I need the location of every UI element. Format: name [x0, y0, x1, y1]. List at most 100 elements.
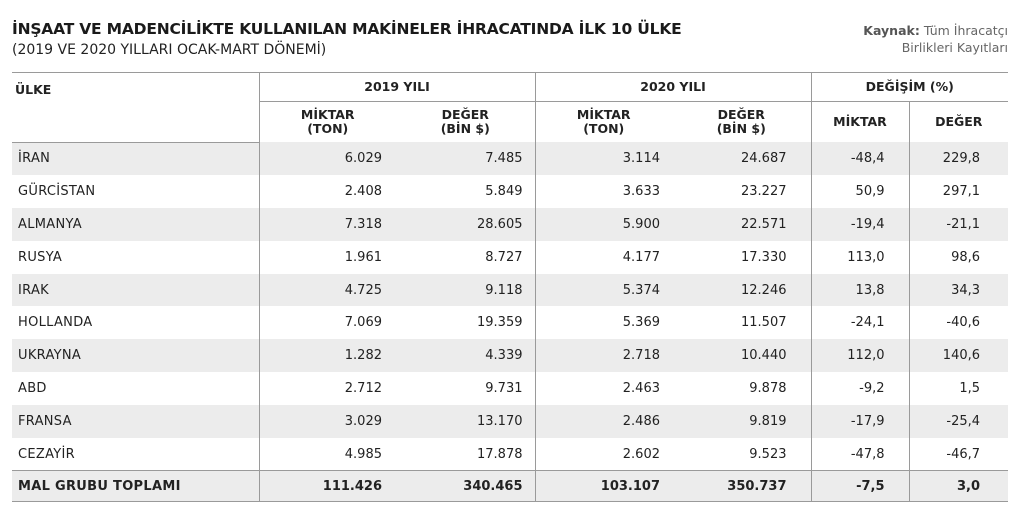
source-line-2: Birlikleri Kayıtları	[901, 40, 1008, 55]
deger-2020-cell: 9.523	[672, 437, 811, 471]
table-row: UKRAYNA 1.282 4.339 2.718 10.440 112,0 140,6	[12, 339, 1009, 373]
miktar-2019-cell: 1.961	[258, 240, 396, 274]
change-deger-cell: 1,5	[908, 372, 1009, 405]
country-cell: FRANSA	[12, 404, 259, 438]
country-cell: RUSYA	[12, 240, 259, 274]
header-line: (BİN $)	[716, 121, 766, 136]
miktar-2019-cell: 3.029	[258, 404, 396, 438]
table-row: HOLLANDA 7.069 19.359 5.369 11.507 -24,1 -40,6	[12, 306, 1009, 340]
change-deger-cell: -25,4	[908, 404, 1009, 438]
change-miktar-cell: 112,0	[810, 339, 909, 373]
header-line: (BİN $)	[440, 121, 490, 136]
country-cell: UKRAYNA	[12, 339, 259, 373]
deger-2019-cell: 17.878	[396, 437, 535, 471]
table-row: İRAN 6.029 7.485 3.114 24.687 -48,4 229,8	[12, 142, 1009, 176]
page-title: İNŞAAT VE MADENCİLİKTE KULLANILAN MAKİNE…	[12, 20, 682, 38]
source-label: Kaynak:	[863, 23, 920, 38]
deger-2019-cell: 8.727	[396, 240, 535, 274]
country-cell: GÜRCİSTAN	[12, 175, 259, 209]
column-header-deger-2020: DEĞER (BİN $)	[672, 102, 811, 143]
deger-2020-cell: 17.330	[672, 240, 811, 274]
source-note: Kaynak: Tüm İhracatçı Birlikleri Kayıtla…	[863, 22, 1008, 56]
header-line: (TON)	[583, 121, 625, 136]
deger-2020-cell: 22.571	[672, 208, 811, 241]
miktar-2020-cell: 2.463	[534, 372, 672, 405]
change-deger-cell: 34,3	[908, 273, 1009, 307]
country-cell: ALMANYA	[12, 208, 259, 241]
miktar-2020-cell: 3.633	[534, 175, 672, 209]
deger-2020-cell: 9.878	[672, 372, 811, 405]
deger-2019-cell: 340.465	[396, 470, 535, 503]
table-row: FRANSA 3.029 13.170 2.486 9.819 -17,9 -25,4	[12, 404, 1009, 438]
deger-2019-cell: 9.118	[396, 273, 535, 307]
change-miktar-cell: -17,9	[810, 404, 909, 438]
column-header-deger-2019: DEĞER (BİN $)	[396, 102, 535, 143]
miktar-2020-cell: 5.900	[534, 208, 672, 241]
deger-2020-cell: 9.819	[672, 404, 811, 438]
column-header-miktar-change: MİKTAR	[810, 101, 909, 142]
change-deger-cell: -46,7	[908, 437, 1009, 471]
change-miktar-cell: -47,8	[810, 437, 909, 471]
group-header-change: DEĞİŞİM (%)	[810, 72, 1009, 102]
column-header-miktar-2019: MİKTAR (TON)	[258, 101, 396, 142]
change-deger-cell: -21,1	[908, 208, 1009, 241]
miktar-2020-cell: 2.602	[534, 437, 672, 471]
miktar-2019-cell: 111.426	[258, 470, 396, 503]
table-row: GÜRCİSTAN 2.408 5.849 3.633 23.227 50,9 297,1	[12, 175, 1009, 209]
change-miktar-cell: 50,9	[810, 175, 909, 209]
miktar-2020-cell: 103.107	[534, 470, 672, 503]
miktar-2019-cell: 4.985	[258, 437, 396, 471]
column-header-deger-change: DEĞER	[908, 101, 1009, 142]
header-line: MİKTAR	[576, 107, 631, 122]
deger-2020-cell: 350.737	[672, 470, 811, 503]
deger-2020-cell: 12.246	[672, 273, 811, 307]
change-deger-cell: -40,6	[908, 306, 1009, 340]
change-deger-cell: 98,6	[908, 240, 1009, 274]
change-deger-cell: 140,6	[908, 339, 1009, 373]
table-total-row: MAL GRUBU TOPLAMI 111.426 340.465 103.107 35…	[12, 470, 1009, 503]
deger-2019-cell: 13.170	[396, 404, 535, 438]
miktar-2020-cell: 5.374	[534, 273, 672, 307]
miktar-2019-cell: 6.029	[258, 142, 396, 176]
deger-2020-cell: 11.507	[672, 306, 811, 340]
deger-2019-cell: 9.731	[396, 372, 535, 405]
miktar-2019-cell: 2.408	[258, 175, 396, 209]
table-row: RUSYA 1.961 8.727 4.177 17.330 113,0 98,6	[12, 240, 1009, 274]
deger-2020-cell: 10.440	[672, 339, 811, 373]
group-header-2020: 2020 YILI	[534, 72, 811, 102]
header-line: (TON)	[307, 121, 349, 136]
change-miktar-cell: 13,8	[810, 273, 909, 307]
change-miktar-cell: -48,4	[810, 142, 909, 176]
data-table: ÜLKE 2019 YILI 2020 YILI DEĞİŞİM (%) MİK…	[12, 72, 1009, 503]
country-cell: ABD	[12, 372, 259, 405]
miktar-2019-cell: 2.712	[258, 372, 396, 405]
deger-2019-cell: 7.485	[396, 142, 535, 176]
deger-2020-cell: 23.227	[672, 175, 811, 209]
change-miktar-cell: -9,2	[810, 372, 909, 405]
header-line: MİKTAR	[300, 107, 355, 122]
column-header-miktar-2020: MİKTAR (TON)	[534, 101, 672, 142]
country-cell: HOLLANDA	[12, 306, 259, 340]
miktar-2019-cell: 1.282	[258, 339, 396, 373]
table-row: CEZAYİR 4.985 17.878 2.602 9.523 -47,8 -46,7	[12, 437, 1009, 471]
change-miktar-cell: -19,4	[810, 208, 909, 241]
header-line: DEĞER	[717, 107, 765, 122]
change-deger-cell: 3,0	[908, 470, 1009, 503]
table-row: ALMANYA 7.318 28.605 5.900 22.571 -19,4 -21,1	[12, 208, 1009, 241]
miktar-2020-cell: 2.718	[534, 339, 672, 373]
source-line-1: Tüm İhracatçı	[923, 23, 1008, 38]
deger-2019-cell: 5.849	[396, 175, 535, 209]
country-cell: IRAK	[12, 273, 259, 307]
change-miktar-cell: -24,1	[810, 306, 909, 340]
column-header-country: ÜLKE	[12, 72, 259, 143]
page-subtitle: (2019 VE 2020 YILLARI OCAK-MART DÖNEMİ)	[12, 42, 327, 58]
deger-2019-cell: 28.605	[396, 208, 535, 241]
change-miktar-cell: 113,0	[810, 240, 909, 274]
table-row: ABD 2.712 9.731 2.463 9.878 -9,2 1,5	[12, 372, 1009, 405]
header-line: DEĞER	[441, 107, 489, 122]
miktar-2020-cell: 4.177	[534, 240, 672, 274]
table-row: IRAK 4.725 9.118 5.374 12.246 13,8 34,3	[12, 273, 1009, 307]
group-header-2019: 2019 YILI	[258, 72, 535, 102]
miktar-2020-cell: 3.114	[534, 142, 672, 176]
